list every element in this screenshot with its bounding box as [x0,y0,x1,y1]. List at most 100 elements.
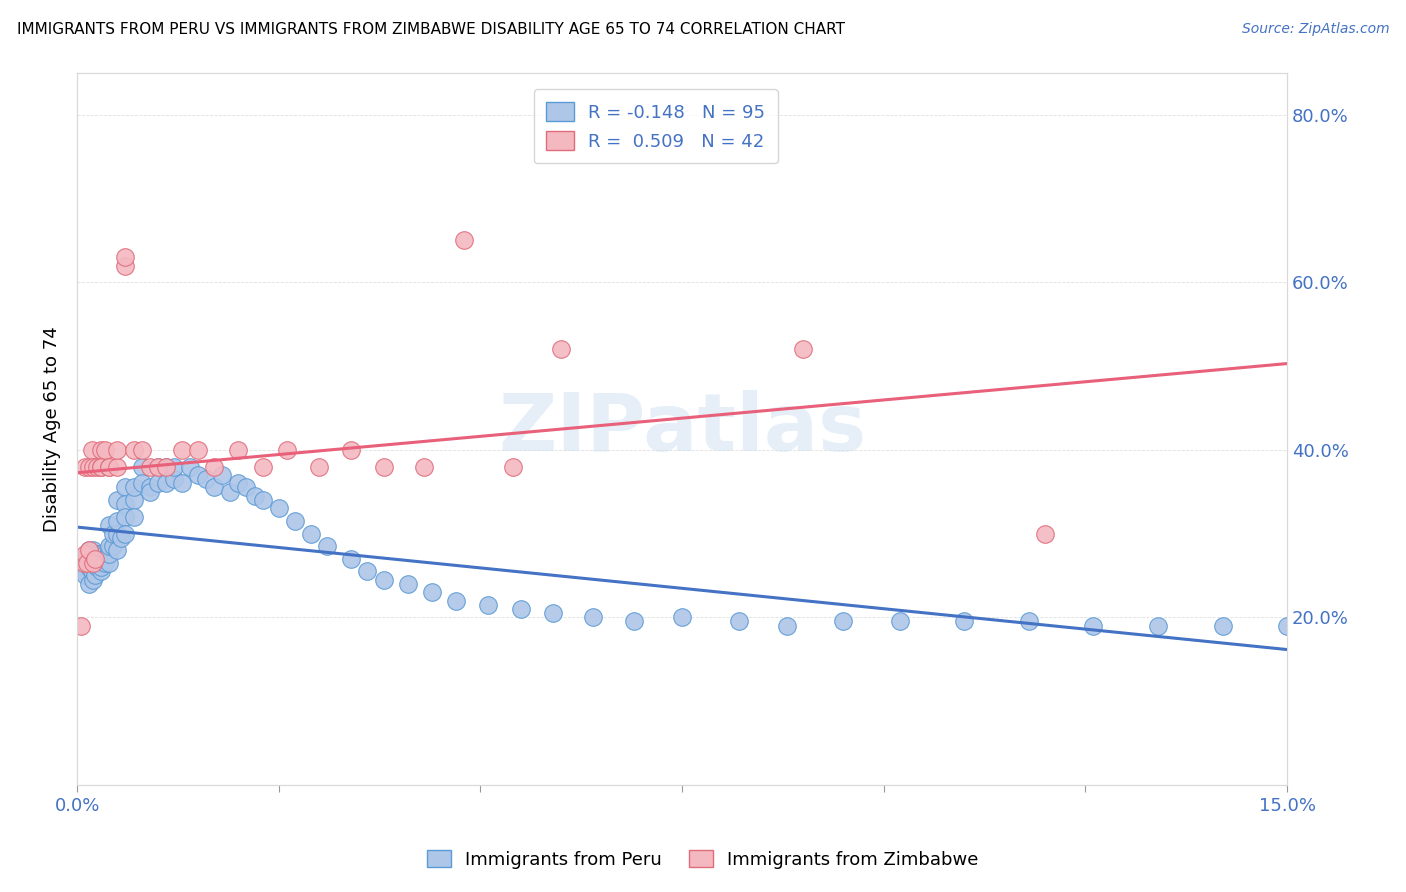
Point [187,467,209,482]
Point [80,564,103,578]
Point [90,560,112,574]
Point [90,556,112,570]
Point [202,481,225,495]
Point [75,560,97,574]
Point [90,459,112,474]
Point [107,514,129,528]
Point [776,618,799,632]
Point [228,476,250,491]
Point [155,459,177,474]
Point [114,250,136,264]
Point [179,459,201,474]
Point [170,442,193,457]
Point [155,459,177,474]
Point [832,615,855,629]
Point [267,501,290,516]
Point [83,568,105,582]
Point [90,560,112,574]
Point [107,442,129,457]
Point [90,548,112,562]
Legend: Immigrants from Peru, Immigrants from Zimbabwe: Immigrants from Peru, Immigrants from Zi… [420,843,986,876]
Point [131,476,153,491]
Point [477,598,499,612]
Point [623,615,645,629]
Point [219,484,242,499]
Point [373,459,395,474]
Point [1083,618,1105,632]
Point [114,526,136,541]
Point [82,556,104,570]
Point [235,481,257,495]
Point [195,472,218,486]
Point [356,564,378,578]
Point [90,564,112,578]
Point [155,476,177,491]
Point [77,560,100,574]
Point [70,618,93,632]
Point [509,602,531,616]
Point [90,551,112,566]
Point [163,472,186,486]
Y-axis label: Disability Age 65 to 74: Disability Age 65 to 74 [44,326,60,532]
Point [541,606,564,620]
Point [1147,618,1170,632]
Point [340,551,363,566]
Point [889,615,911,629]
Point [80,442,103,457]
Point [1018,615,1040,629]
Point [202,459,225,474]
Point [114,509,136,524]
Text: Source: ZipAtlas.com: Source: ZipAtlas.com [1241,22,1389,37]
Point [77,543,100,558]
Point [252,493,274,508]
Point [146,476,169,491]
Point [83,551,105,566]
Point [284,514,307,528]
Point [502,459,524,474]
Point [243,489,266,503]
Point [138,481,160,495]
Point [453,234,475,248]
Text: IMMIGRANTS FROM PERU VS IMMIGRANTS FROM ZIMBABWE DISABILITY AGE 65 TO 74 CORRELA: IMMIGRANTS FROM PERU VS IMMIGRANTS FROM … [17,22,845,37]
Point [340,442,363,457]
Point [82,551,104,566]
Point [90,560,112,574]
Point [671,610,693,624]
Point [114,481,136,495]
Point [77,576,100,591]
Point [1212,618,1234,632]
Point [76,556,98,570]
Point [86,560,108,574]
Point [107,459,129,474]
Point [299,526,322,541]
Point [75,568,97,582]
Point [373,573,395,587]
Point [107,493,129,508]
Point [90,442,112,457]
Point [72,556,94,570]
Point [792,343,814,357]
Point [122,481,145,495]
Point [308,459,330,474]
Point [122,493,145,508]
Point [114,497,136,511]
Point [86,459,108,474]
Point [86,548,108,562]
Point [138,459,160,474]
Point [82,459,104,474]
Point [76,556,98,570]
Point [228,442,250,457]
Point [252,459,274,474]
Point [146,459,169,474]
Point [86,556,108,570]
Point [103,526,125,541]
Point [138,484,160,499]
Point [98,518,121,533]
Point [82,573,104,587]
Point [76,548,98,562]
Point [444,593,467,607]
Point [146,459,169,474]
Point [77,459,100,474]
Point [75,548,97,562]
Point [1275,618,1298,632]
